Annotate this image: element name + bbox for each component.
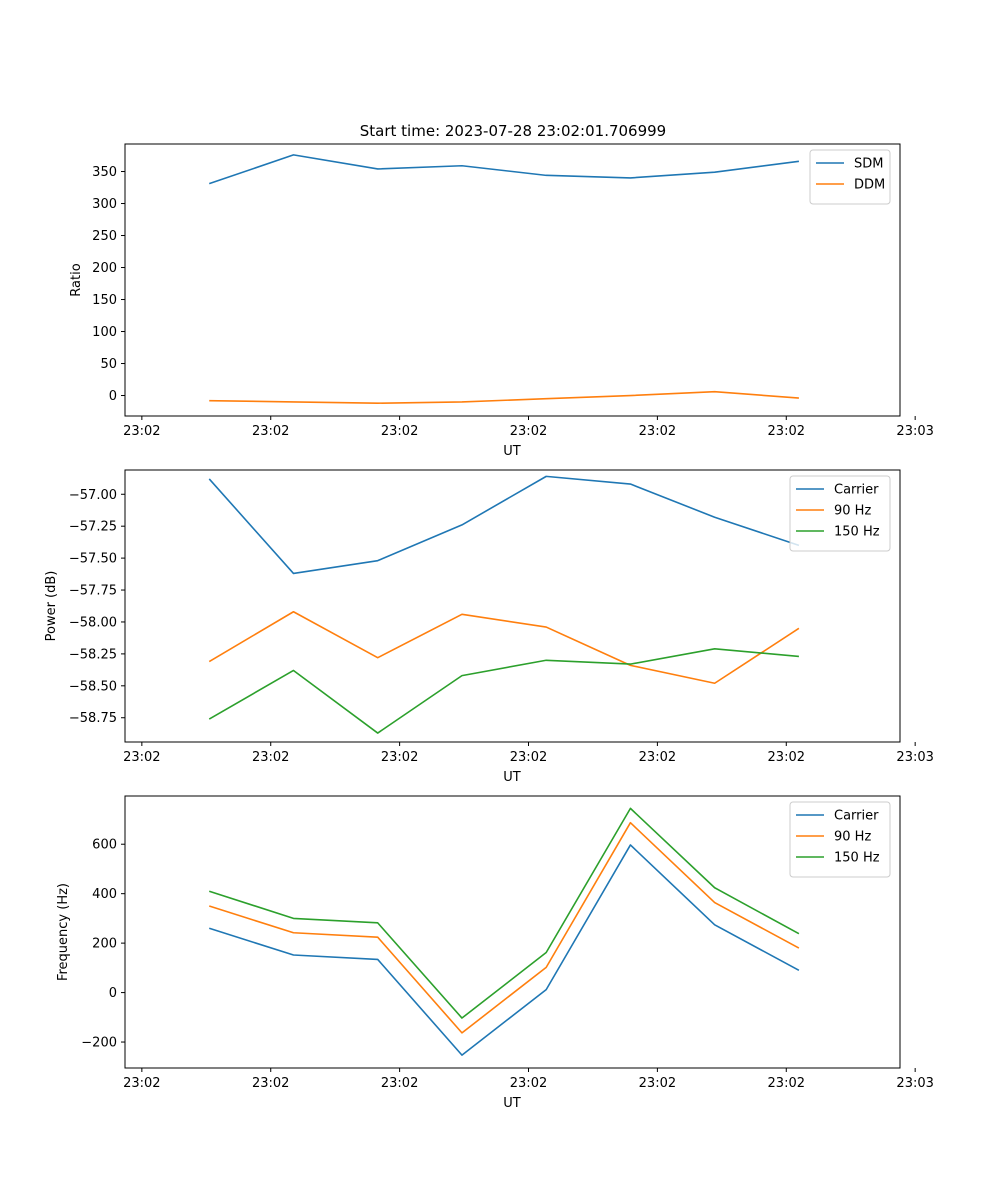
power-x-axis-label: UT <box>503 770 521 785</box>
power-y-tick-label: −57.75 <box>69 584 117 599</box>
ratio-x-tick-label: 23:02 <box>768 424 805 439</box>
power-y-tick-label: −57.00 <box>69 488 117 503</box>
frequency-x-tick-label: 23:02 <box>381 1076 418 1091</box>
ratio-x-tick-label: 23:02 <box>252 424 289 439</box>
ratio-y-tick-label: 350 <box>92 165 117 180</box>
ratio-y-axis-label: Ratio <box>69 263 84 296</box>
ratio-y-tick-label: 250 <box>92 229 117 244</box>
frequency-x-tick-label: 23:02 <box>510 1076 547 1091</box>
frequency-y-tick-label: 0 <box>109 986 117 1001</box>
power-y-tick-label: −58.75 <box>69 711 117 726</box>
frequency-panel: 23:02 23:02 23:02 23:02 23:02 23:02 23:03 −200 0… <box>56 795 934 1111</box>
power-series-150-hz-line <box>208 647 799 734</box>
ratio-x-tick-label: 23:02 <box>381 424 418 439</box>
power-y-axis-label: Power (dB) <box>44 571 59 642</box>
ratio-legend-ddm-label: DDM <box>854 178 885 193</box>
frequency-axes-frame <box>124 795 901 1069</box>
ratio-x-tick-label: 23:03 <box>896 424 933 439</box>
ratio-y-tick-label: 150 <box>92 293 117 308</box>
power-y-tick-label: −57.50 <box>69 552 117 567</box>
power-legend-150-hz-label: 150 Hz <box>834 525 880 540</box>
frequency-y-axis-label: Frequency (Hz) <box>56 883 71 981</box>
frequency-y-tick-label: 200 <box>92 937 117 952</box>
frequency-x-tick-label: 23:03 <box>896 1076 933 1091</box>
power-x-tick-label: 23:02 <box>252 750 289 765</box>
ratio-series-sdm-line <box>208 154 800 185</box>
power-x-tick-label: 23:03 <box>896 750 933 765</box>
ratio-axes-frame <box>124 143 901 417</box>
ratio-legend-sdm-label: SDM <box>854 157 883 172</box>
ratio-x-tick-label: 23:02 <box>510 424 547 439</box>
power-legend-carrier-label: Carrier <box>834 483 879 498</box>
frequency-series-carrier-line <box>208 844 800 1056</box>
ratio-series-ddm-line <box>209 390 799 405</box>
frequency-x-tick-label: 23:02 <box>639 1076 676 1091</box>
ratio-y-tick-label: 200 <box>92 261 117 276</box>
ratio-y-tick-label: 0 <box>109 389 117 404</box>
power-x-tick-label: 23:02 <box>768 750 805 765</box>
power-y-tick-label: −58.25 <box>69 647 117 662</box>
power-series-carrier-line <box>208 475 800 575</box>
frequency-x-axis-label: UT <box>503 1096 521 1111</box>
frequency-legend-90-hz-label: 90 Hz <box>834 830 871 845</box>
power-panel: 23:02 23:02 23:02 23:02 23:02 23:02 23:03 −57.0… <box>44 469 934 785</box>
frequency-y-tick-label: 400 <box>92 887 117 902</box>
ratio-y-tick-label: 100 <box>92 325 117 340</box>
power-legend-90-hz-label: 90 Hz <box>834 504 871 519</box>
frequency-legend-carrier-label: Carrier <box>834 809 879 824</box>
frequency-legend <box>789 801 891 878</box>
power-legend <box>789 475 891 552</box>
ratio-y-tick-label: 50 <box>100 357 117 372</box>
power-y-tick-label: −58.50 <box>69 679 117 694</box>
ratio-x-tick-label: 23:02 <box>123 424 160 439</box>
frequency-legend-150-hz-label: 150 Hz <box>834 851 880 866</box>
figure-title: Start time: 2023-07-28 23:02:01.706999 <box>360 122 666 140</box>
frequency-x-tick-label: 23:02 <box>768 1076 805 1091</box>
power-axes-frame <box>124 469 901 743</box>
power-x-tick-label: 23:02 <box>510 750 547 765</box>
frequency-y-tick-label: −200 <box>81 1036 117 1051</box>
power-y-tick-label: −57.25 <box>69 520 117 535</box>
frequency-y-tick-label: 600 <box>92 838 117 853</box>
power-y-tick-label: −58.00 <box>69 615 117 630</box>
power-x-tick-label: 23:02 <box>381 750 418 765</box>
ratio-x-axis-label: UT <box>503 444 521 459</box>
ratio-y-tick-label: 300 <box>92 197 117 212</box>
frequency-series-150-hz-line <box>208 807 800 1019</box>
frequency-series-90-hz-line <box>208 821 800 1034</box>
ratio-x-tick-label: 23:02 <box>639 424 676 439</box>
power-series-90-hz-line <box>208 610 800 685</box>
frequency-x-tick-label: 23:02 <box>252 1076 289 1091</box>
ratio-panel: 23:02 23:02 23:02 23:02 23:02 23:02 23:03 0 50 10… <box>69 143 934 459</box>
power-x-tick-label: 23:02 <box>639 750 676 765</box>
power-x-tick-label: 23:02 <box>123 750 160 765</box>
frequency-x-tick-label: 23:02 <box>123 1076 160 1091</box>
